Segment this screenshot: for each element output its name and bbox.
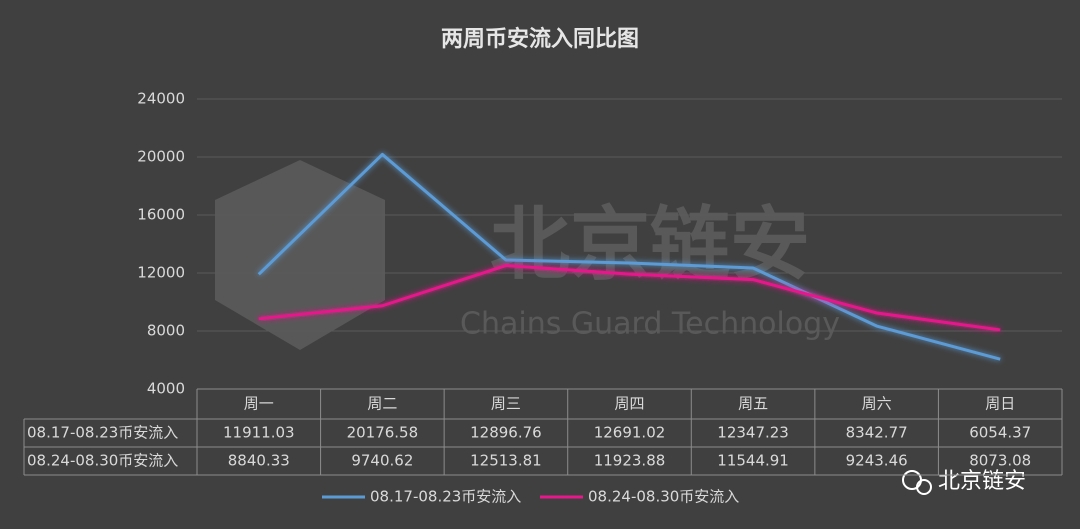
y-tick-label: 4000 [147, 380, 185, 398]
brand-icon [916, 479, 932, 495]
table-row-label: 08.24-08.30币安流入 [27, 452, 178, 470]
y-tick-label: 12000 [137, 264, 185, 282]
x-tick-label: 周一 [244, 395, 274, 413]
y-tick-label: 8000 [147, 322, 185, 340]
table-cell: 11911.03 [223, 424, 295, 442]
x-tick-label: 周四 [614, 395, 644, 413]
table-cell: 12691.02 [594, 424, 666, 442]
table-cell: 20176.58 [347, 424, 419, 442]
x-tick-label: 周二 [367, 395, 397, 413]
table-row-label: 08.17-08.23币安流入 [27, 424, 178, 442]
table-cell: 8342.77 [846, 424, 908, 442]
table-cell: 6054.37 [969, 424, 1031, 442]
series-line [257, 152, 1001, 361]
table-cell: 12896.76 [470, 424, 542, 442]
legend-label: 08.24-08.30币安流入 [588, 488, 739, 506]
table-cell: 12347.23 [717, 424, 789, 442]
table-cell: 8073.08 [969, 452, 1031, 470]
legend-label: 08.17-08.23币安流入 [370, 488, 521, 506]
table-cell: 11923.88 [594, 452, 666, 470]
table-cell: 8840.33 [228, 452, 290, 470]
x-tick-label: 周三 [491, 395, 521, 413]
y-tick-label: 16000 [137, 206, 185, 224]
chart-title: 两周币安流入同比图 [441, 26, 639, 52]
brand: 北京链安 [902, 469, 1026, 495]
table-cell: 9740.62 [351, 452, 413, 470]
table-cell: 9243.46 [846, 452, 908, 470]
watermark-shape [215, 160, 385, 350]
brand-text: 北京链安 [938, 469, 1026, 494]
series-line [258, 264, 1001, 332]
table-cell: 11544.91 [717, 452, 789, 470]
x-tick-label: 周日 [985, 395, 1015, 413]
y-tick-label: 24000 [137, 90, 185, 108]
table-cell: 12513.81 [470, 452, 542, 470]
watermark-subtext: Chains Guard Technology [460, 307, 840, 342]
x-tick-label: 周五 [738, 395, 768, 413]
x-tick-label: 周六 [862, 395, 892, 413]
y-tick-label: 20000 [137, 148, 185, 166]
watermark-text: 北京链安 [490, 198, 810, 291]
